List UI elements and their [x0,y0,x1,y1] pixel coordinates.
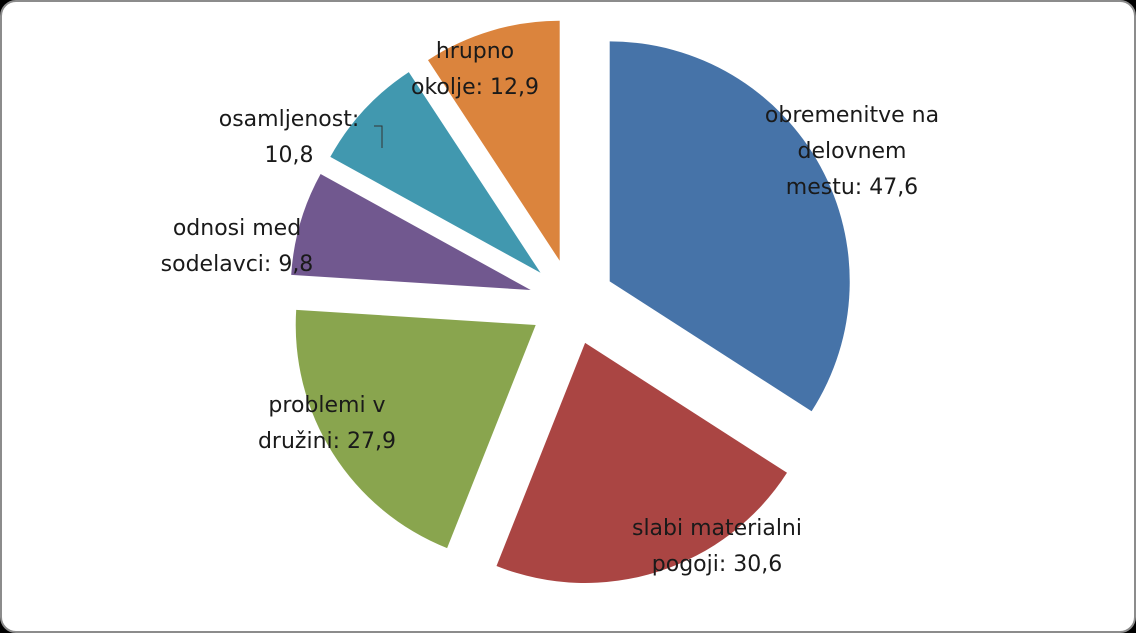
slice-label-line: slabi materialni [632,516,802,541]
slice-label-line: pogoji: 30,6 [652,552,782,577]
slice-label-line: družini: 27,9 [258,429,396,454]
pie-slice-1 [496,342,787,583]
slice-label-0: obremenitve na delovnem mestu: 47,6 [765,103,939,200]
pie-slice-2 [295,309,536,549]
slice-label-line: problemi v [268,393,385,418]
slice-label-2: problemi v družini: 27,9 [258,393,396,454]
slice-label-4: osamljenost: 10,8 [219,107,360,168]
slice-label-5: hrupno okolje: 12,9 [411,39,539,100]
slice-label-line: delovnem [797,139,906,164]
pie-slice-3 [291,174,531,290]
pie-slice-5 [428,20,560,261]
pie-slice-0 [609,41,850,412]
slice-label-line: odnosi med [173,216,301,241]
slice-label-line: osamljenost: [219,107,360,132]
slice-label-line: hrupno [436,39,514,64]
slice-label-line: 10,8 [265,143,314,168]
slice-label-line: okolje: 12,9 [411,75,539,100]
slice-label-line: sodelavci: 9,8 [161,252,314,277]
slice-label-line: obremenitve na [765,103,939,128]
leader-line-osamljenost [374,125,383,148]
slice-label-line: mestu: 47,6 [786,175,918,200]
slice-label-1: slabi materialni pogoji: 30,6 [632,516,802,577]
pie-slice-4 [330,72,541,273]
slice-label-3: odnosi med sodelavci: 9,8 [161,216,314,277]
